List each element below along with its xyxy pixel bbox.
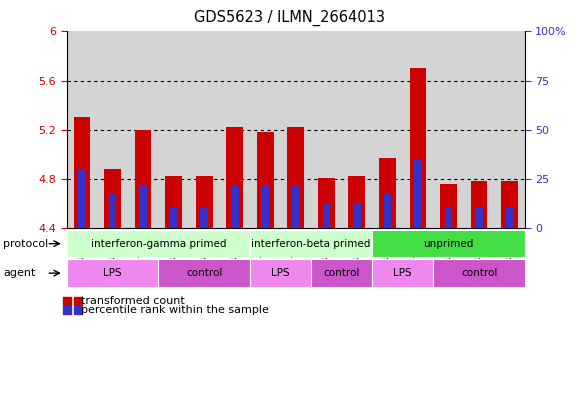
Bar — [372, 259, 433, 287]
Bar — [189, 31, 219, 228]
Bar — [292, 185, 300, 228]
Bar — [506, 208, 513, 228]
Bar — [464, 31, 494, 228]
Bar — [67, 259, 158, 287]
Bar — [494, 31, 525, 228]
Bar — [475, 208, 483, 228]
Bar — [200, 208, 208, 228]
Text: transformed count: transformed count — [81, 296, 185, 306]
Bar — [433, 31, 464, 228]
Text: control: control — [461, 268, 497, 278]
Bar — [440, 184, 457, 228]
Bar — [97, 31, 128, 228]
Bar — [158, 31, 189, 228]
Text: GDS5623 / ILMN_2664013: GDS5623 / ILMN_2664013 — [194, 10, 386, 26]
Bar — [281, 31, 311, 228]
Bar — [318, 178, 335, 228]
Bar — [104, 169, 121, 228]
Text: interferon-gamma primed: interferon-gamma primed — [90, 239, 226, 249]
Bar — [74, 118, 90, 228]
Bar — [471, 181, 487, 228]
Bar — [165, 176, 182, 228]
Text: control: control — [324, 268, 360, 278]
Bar — [139, 185, 147, 228]
Bar — [311, 31, 342, 228]
Bar — [262, 185, 269, 228]
Bar — [403, 31, 433, 228]
Bar — [78, 169, 86, 228]
Bar — [353, 204, 361, 228]
Bar — [409, 68, 426, 228]
Text: control: control — [186, 268, 222, 278]
Bar — [250, 31, 281, 228]
Bar — [196, 176, 212, 228]
Bar — [288, 127, 304, 228]
Bar — [372, 230, 525, 257]
Bar — [349, 176, 365, 228]
Bar — [383, 193, 392, 228]
Bar — [414, 159, 422, 228]
Text: percentile rank within the sample: percentile rank within the sample — [81, 305, 269, 316]
Text: protocol: protocol — [3, 239, 48, 249]
Bar — [433, 259, 525, 287]
Bar — [257, 132, 274, 228]
Text: LPS: LPS — [271, 268, 290, 278]
Bar — [250, 259, 311, 287]
Bar — [250, 230, 372, 257]
Bar — [372, 31, 403, 228]
Bar — [128, 31, 158, 228]
Bar — [231, 185, 238, 228]
Bar — [219, 31, 250, 228]
Text: LPS: LPS — [103, 268, 122, 278]
Bar — [170, 208, 177, 228]
Bar — [135, 130, 151, 228]
Bar — [379, 158, 396, 228]
Bar — [108, 193, 117, 228]
Bar — [445, 208, 452, 228]
Bar — [226, 127, 243, 228]
Bar — [67, 230, 250, 257]
Bar — [342, 31, 372, 228]
Text: agent: agent — [3, 268, 35, 278]
Bar — [67, 31, 97, 228]
Bar — [322, 204, 330, 228]
Bar — [501, 181, 518, 228]
Text: LPS: LPS — [393, 268, 412, 278]
Bar — [311, 259, 372, 287]
Text: interferon-beta primed: interferon-beta primed — [251, 239, 371, 249]
Bar — [158, 259, 250, 287]
Text: unprimed: unprimed — [423, 239, 474, 249]
